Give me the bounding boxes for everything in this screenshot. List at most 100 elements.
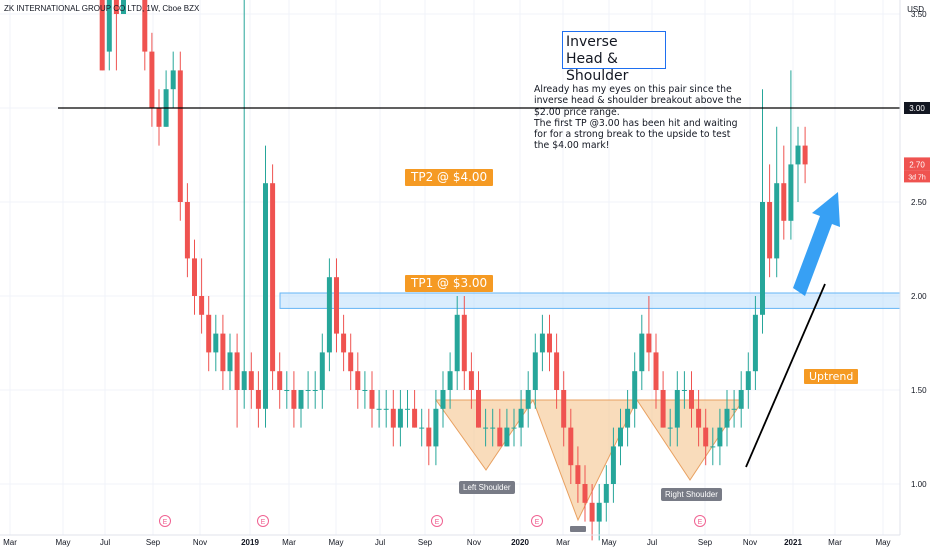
candle-body xyxy=(106,0,112,52)
candle-body xyxy=(639,333,645,372)
candle-body xyxy=(468,371,474,390)
symbol-header: ZK INTERNATIONAL GROUP CO LTD, 1W, Cboe … xyxy=(4,4,200,13)
x-tick-label: May xyxy=(601,538,616,547)
candle-body xyxy=(681,390,687,391)
candle-body xyxy=(561,390,567,428)
left-shoulder-label: Left Shoulder xyxy=(459,481,515,494)
candle-body xyxy=(248,371,254,390)
pattern-title: Inverse Head & Shoulder xyxy=(566,34,629,84)
candle-body xyxy=(781,183,787,221)
candle-body xyxy=(660,390,666,428)
target-lines xyxy=(58,107,900,109)
candle-body xyxy=(412,408,418,428)
candle-body xyxy=(632,371,638,409)
last-price-badge xyxy=(904,157,930,171)
candle-body xyxy=(355,371,361,390)
candle-body xyxy=(703,427,709,447)
x-tick-label: Mar xyxy=(282,538,296,547)
x-tick-label: Jul xyxy=(375,538,385,547)
candle-body xyxy=(582,484,588,503)
y-tick-label: 1.50 xyxy=(911,386,927,395)
candle-body xyxy=(312,390,318,391)
candle-body xyxy=(689,390,694,409)
candle-body xyxy=(121,0,126,14)
candle-body xyxy=(724,408,730,428)
candle-body xyxy=(199,296,205,315)
candle-body xyxy=(568,427,574,466)
candle-body xyxy=(234,352,240,390)
candle-body xyxy=(369,390,375,409)
candle-body xyxy=(646,333,652,353)
currency-label: USD xyxy=(907,5,924,14)
candle-body xyxy=(731,408,737,410)
candle-body xyxy=(227,352,233,372)
candle-body xyxy=(255,390,261,409)
candle-body xyxy=(170,70,176,90)
candle-body xyxy=(149,51,155,108)
candle-body xyxy=(397,408,403,428)
uptrend-line xyxy=(745,283,826,468)
resistance-zone-rect xyxy=(279,292,901,309)
x-tick-label: Nov xyxy=(467,538,481,547)
up-arrow-shape xyxy=(793,192,840,296)
x-tick-label: 2019 xyxy=(241,538,259,547)
candle-body xyxy=(277,371,283,390)
level-price-text: 3.00 xyxy=(909,104,925,113)
candle-body xyxy=(596,502,602,522)
time-axis: Mar May Jul Sep Nov 2019 Mar May Jul Sep Nov 2020 Ma… xyxy=(0,534,900,547)
candle-body xyxy=(241,371,247,390)
candle-body xyxy=(341,333,347,353)
x-tick-label: Nov xyxy=(193,538,207,547)
candle-body xyxy=(156,108,162,127)
candle-body xyxy=(795,145,801,165)
candle-body xyxy=(319,352,325,390)
analysis-note: Already has my eyes on this pair since t… xyxy=(534,84,742,152)
candle-body xyxy=(539,333,545,353)
candle-body xyxy=(490,427,496,429)
candle-body xyxy=(518,408,524,428)
up-arrow xyxy=(793,192,840,296)
uptrend-label: Uptrend xyxy=(804,369,859,384)
candle-body xyxy=(547,333,552,353)
y-tick-label: 2.50 xyxy=(911,198,927,207)
x-tick-label: 2020 xyxy=(511,538,529,547)
candle-body xyxy=(419,427,425,429)
candle-body xyxy=(206,314,212,353)
candle-body xyxy=(461,314,467,372)
candle-body xyxy=(767,202,773,259)
x-tick-label: Sep xyxy=(698,538,713,547)
candle-body xyxy=(610,446,616,484)
candle-body xyxy=(618,427,623,447)
earnings-marker xyxy=(531,515,543,527)
candle-body xyxy=(298,390,304,409)
candle-body xyxy=(334,277,339,334)
candle-body xyxy=(625,408,631,428)
y-tick-label: 2.00 xyxy=(911,292,927,301)
candle-body xyxy=(802,145,808,165)
earnings-marker-label: E xyxy=(535,519,540,526)
candle-body xyxy=(263,183,268,409)
tp1-label: TP1 @ $3.00 xyxy=(405,275,494,292)
candle-body xyxy=(476,390,481,428)
candle-body xyxy=(390,408,396,428)
candle-body xyxy=(376,408,382,410)
candle-body xyxy=(177,70,183,203)
candle-body xyxy=(192,258,197,296)
candle-body xyxy=(710,446,716,448)
candle-body xyxy=(326,277,332,353)
candle-body xyxy=(696,408,702,428)
candle-body xyxy=(504,427,510,447)
candle-body xyxy=(752,314,758,372)
candle-body xyxy=(774,183,780,259)
x-tick-label: Jul xyxy=(647,538,657,547)
y-tick-label: 3.50 xyxy=(911,10,927,19)
head-label xyxy=(570,526,586,532)
x-tick-label: Sep xyxy=(418,538,433,547)
candle-body xyxy=(447,371,453,390)
candle-body xyxy=(426,427,432,447)
candle-body xyxy=(525,390,531,409)
candle-body xyxy=(497,427,503,447)
candle-body xyxy=(142,0,148,52)
candle-body xyxy=(554,352,560,390)
